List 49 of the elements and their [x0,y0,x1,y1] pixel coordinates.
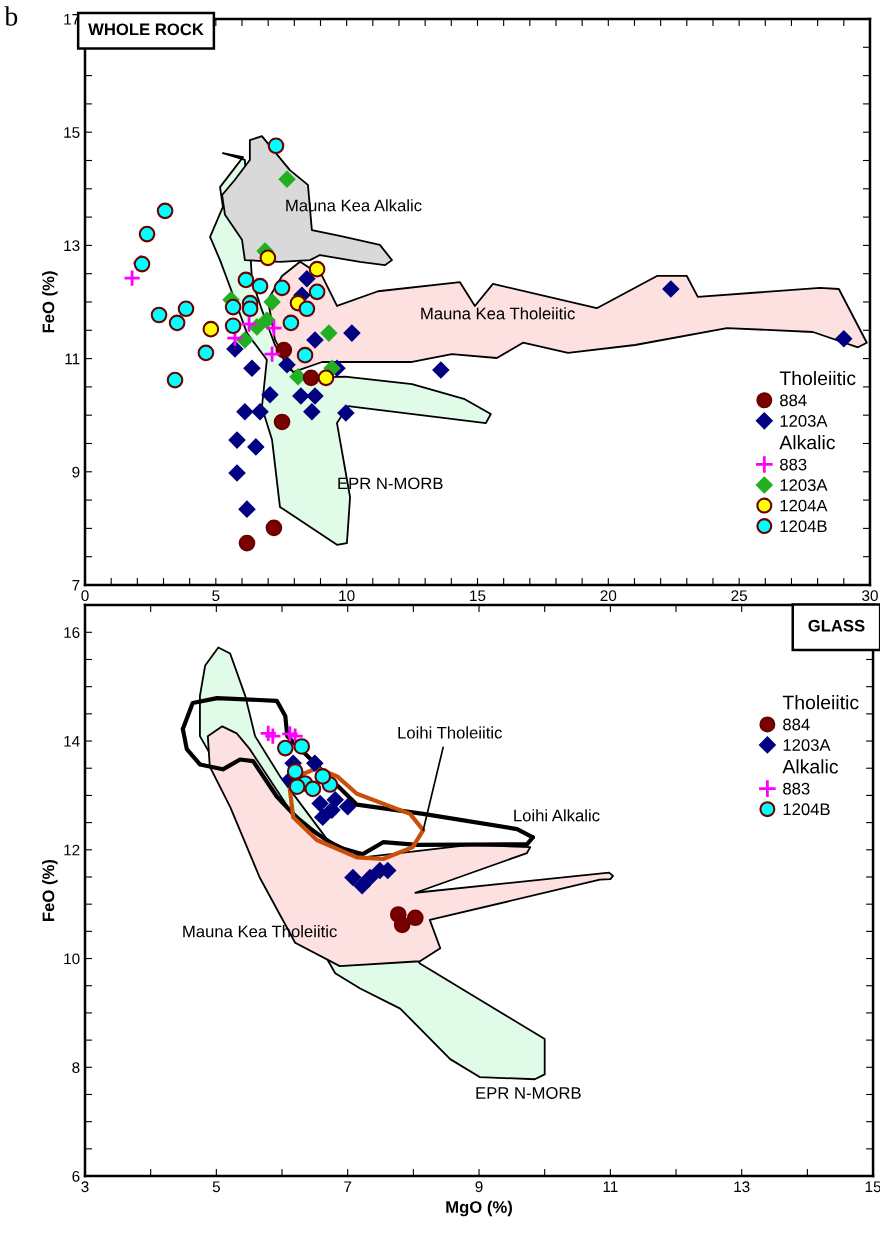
annotation: Alkalic [782,759,839,774]
chart-title: WHOLE ROCK [88,23,204,36]
y-axis-title: FeO (%) [42,271,58,333]
legend-label: 883 [783,782,810,795]
x-axis-title: MgO (%) [446,1200,512,1217]
y-tick-label: 16 [64,627,80,638]
text: GLASS [808,619,865,632]
legend-label: 1203A [780,479,828,491]
y-axis-title: FeO (%) [42,859,58,921]
x-tick-label: 25 [731,590,747,602]
legend-label: 884 [783,718,810,731]
x-tick-label: 30 [862,590,878,602]
chart-subtitle: b [4,6,18,26]
legend-label: 1204B [780,520,827,533]
x-tick-label: 7 [344,1181,352,1192]
legend-label: 884 [780,394,807,407]
x-tick-label: 15 [470,590,486,602]
y-tick-label: 13 [64,240,80,252]
legend-label: 1204B [783,803,830,816]
x-tick-label: 15 [865,1181,880,1193]
y-tick-label: 11 [65,353,80,365]
y-tick-label: 8 [72,1062,80,1073]
y-tick-label: 10 [64,953,80,965]
x-tick-label: 9 [475,1181,483,1193]
y-tick-label: 12 [64,844,80,856]
x-tick-label: 10 [339,590,355,602]
x-tick-label: 3 [81,1181,89,1193]
annotation: Alkalic [779,435,835,450]
x-tick-label: 20 [600,590,617,602]
y-tick-label: 9 [72,466,80,478]
annotation: Loihi Tholeiitic [398,726,502,739]
legend-label: 883 [780,458,807,471]
x-tick-label: 5 [212,1181,220,1193]
legend-label: 1203A [783,739,831,751]
y-tick-label: 7 [72,580,80,591]
y-tick-label: 14 [64,736,80,747]
y-tick-label: 6 [72,1170,80,1182]
x-tick-label: 13 [734,1181,750,1193]
annotation: Loihi Alkalic [514,809,600,822]
annotation: EPR N-MORB [476,1087,581,1099]
y-tick-label: 15 [64,127,80,138]
annotation: Mauna Kea Tholeiitic [421,307,575,320]
legend-label: 1203A [780,415,828,427]
annotation: Tholeiitic [779,370,856,386]
x-tick-label: 11 [603,1181,618,1192]
x-tick-label: 0 [81,590,89,602]
legend-label: 1204A [780,499,828,512]
x-tick-label: 5 [212,590,220,602]
annotation: Tholeiitic [782,695,859,710]
